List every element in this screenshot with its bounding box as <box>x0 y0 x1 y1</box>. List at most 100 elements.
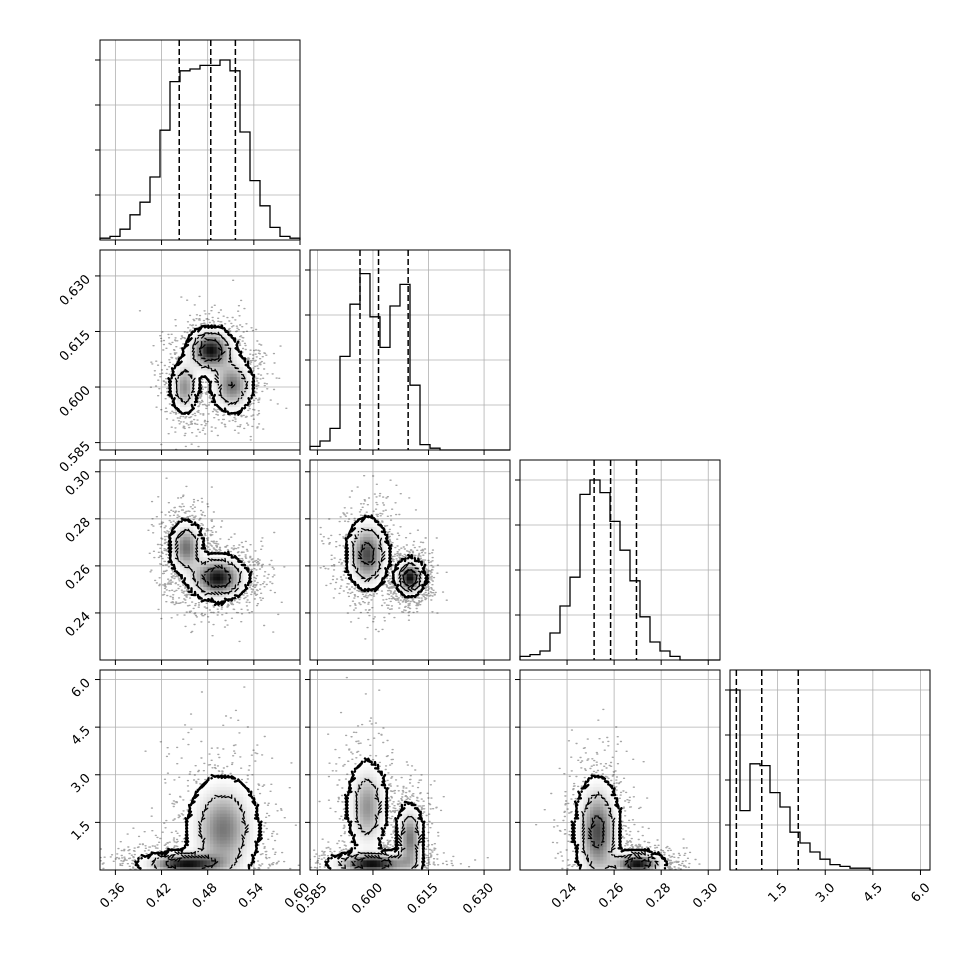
density-cell <box>186 553 191 558</box>
density-cell <box>366 866 371 870</box>
density-cell <box>223 573 228 578</box>
density-cell <box>593 853 598 858</box>
density-cell <box>406 840 411 844</box>
density-cell <box>206 860 211 864</box>
density-cell <box>206 786 211 791</box>
density-cell <box>220 780 224 784</box>
density-cell <box>200 563 204 568</box>
density-cell <box>370 790 374 794</box>
density-cell <box>160 866 164 870</box>
density-cell <box>216 800 221 804</box>
density-cell <box>420 826 424 831</box>
density-cell <box>213 816 218 821</box>
density-cell <box>220 816 224 821</box>
density-cell <box>396 570 401 574</box>
density-cell <box>216 786 221 791</box>
density-cell <box>410 826 414 831</box>
density-cell <box>213 340 218 344</box>
density-cell <box>216 810 221 814</box>
density-cell <box>593 800 598 804</box>
density-cell <box>180 380 184 384</box>
density-cell <box>586 866 591 870</box>
density-cell <box>180 390 184 394</box>
density-cell <box>230 393 234 398</box>
density-cell <box>206 840 211 844</box>
density-cell <box>376 556 381 561</box>
density-cell <box>220 830 224 834</box>
density-cell <box>613 810 618 814</box>
density-cell <box>213 580 218 584</box>
density-cell <box>196 800 201 804</box>
density-cell <box>406 823 411 828</box>
density-cell <box>233 783 238 788</box>
density-cell <box>380 573 384 578</box>
density-cell <box>213 576 218 581</box>
density-cell <box>200 850 204 854</box>
density-cell <box>213 396 218 401</box>
x-tick-label-3-2: 4.5 <box>861 880 886 905</box>
density-cell <box>176 370 181 374</box>
density-cell <box>213 390 218 394</box>
density-cell <box>613 830 618 834</box>
density-cell <box>216 350 221 354</box>
density-cell <box>240 576 244 581</box>
density-cell <box>366 826 371 831</box>
density-cell <box>353 803 358 808</box>
density-cell <box>230 836 234 841</box>
density-cell <box>220 796 224 801</box>
density-cell <box>230 566 234 571</box>
density-cell <box>176 850 181 854</box>
density-cell <box>250 833 254 838</box>
density-cell <box>193 830 198 834</box>
density-cell <box>213 356 218 361</box>
density-cell <box>370 793 374 798</box>
density-cell <box>230 390 234 394</box>
density-cell <box>616 813 621 818</box>
density-cell <box>210 386 214 391</box>
density-cell <box>216 573 221 578</box>
density-cell <box>360 536 364 541</box>
density-cell <box>376 833 381 838</box>
density-cell <box>243 573 248 578</box>
density-cell <box>236 386 241 391</box>
density-cell <box>596 836 601 841</box>
density-cell <box>243 843 248 848</box>
density-cell <box>193 863 198 868</box>
density-cell <box>376 790 381 794</box>
density-cell <box>596 796 601 801</box>
density-cell <box>206 570 211 574</box>
density-cell <box>603 836 608 841</box>
density-cell <box>193 570 198 574</box>
density-cell <box>403 586 408 591</box>
density-cell <box>186 523 191 528</box>
density-cell <box>186 383 191 388</box>
density-cell <box>360 573 364 578</box>
density-cell <box>660 866 664 870</box>
density-cell <box>240 793 244 798</box>
density-cell <box>413 576 418 581</box>
density-cell <box>593 826 598 831</box>
density-cell <box>200 860 204 864</box>
density-cell <box>640 863 644 868</box>
density-cell <box>410 816 414 821</box>
density-cell <box>363 536 368 541</box>
density-cell <box>140 860 144 864</box>
density-cell <box>613 860 618 864</box>
density-cell <box>226 780 231 784</box>
density-cell <box>223 820 228 824</box>
density-cell <box>586 850 591 854</box>
density-cell <box>213 830 218 834</box>
density-cell <box>593 830 598 834</box>
x-tick-label-0-1: 0.42 <box>144 880 175 911</box>
joint-frame-1-3 <box>309 669 511 871</box>
density-cell <box>223 863 228 868</box>
density-cell <box>186 363 191 368</box>
density-cell <box>170 850 174 854</box>
density-cell <box>580 860 584 864</box>
density-cell <box>603 820 608 824</box>
density-cell <box>196 543 201 548</box>
density-cell <box>356 566 361 571</box>
density-cell <box>193 833 198 838</box>
density-cell <box>410 580 414 584</box>
density-cell <box>203 353 208 358</box>
